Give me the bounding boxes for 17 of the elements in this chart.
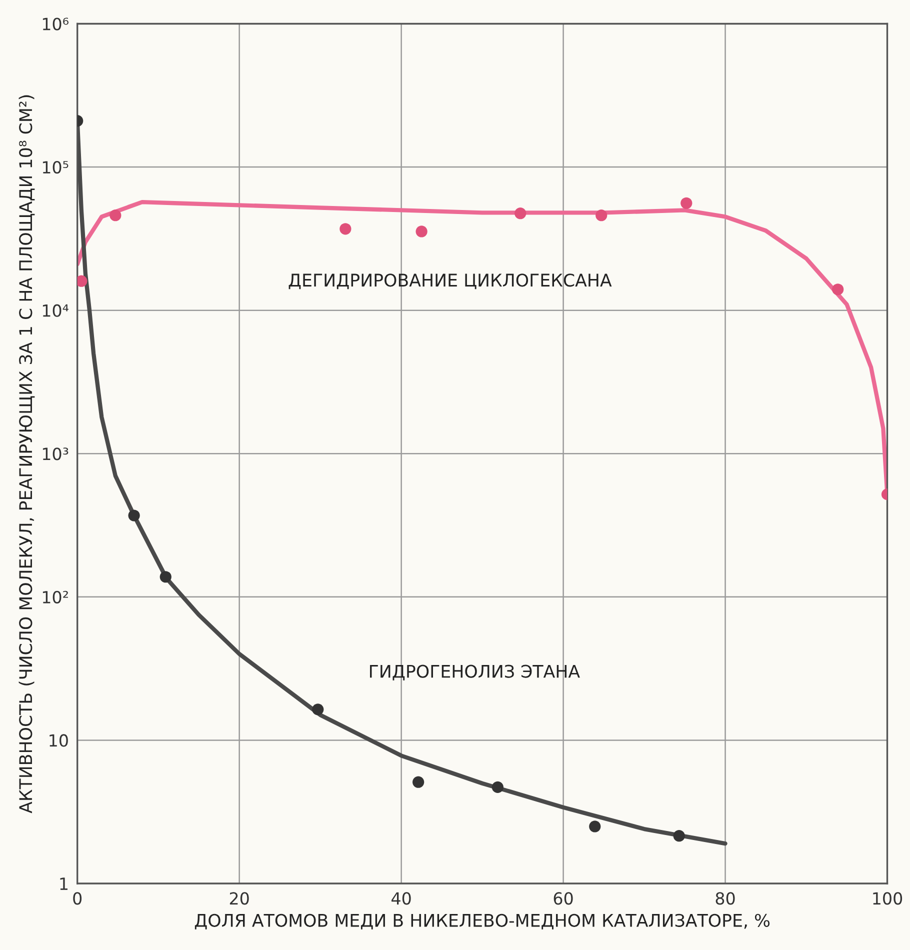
y-axis-title: АКТИВНОСТЬ (ЧИСЛО МОЛЕКУЛ, РЕАГИРУЮЩИХ ЗА 1 С НА ПЛОЩАДИ 10⁸ СМ²) <box>18 95 35 814</box>
y-tick-label: 10³ <box>42 448 68 460</box>
x-tick-label: 60 <box>554 892 573 905</box>
annotation: ДЕГИДРИРОВАНИЕ ЦИКЛОГЕКСАНА <box>288 274 612 290</box>
annotation: ГИДРОГЕНОЛИЗ ЭТАНА <box>370 664 580 680</box>
y-tick-label: 1 <box>60 878 68 890</box>
y-tick-label: 10⁴ <box>42 304 68 317</box>
x-axis-title: ДОЛЯ АТОМОВ МЕДИ В НИКЕЛЕВО-МЕДНОМ КАТАЛИЗАТОРЕ, % <box>194 914 770 930</box>
x-tick-label: 20 <box>230 892 249 905</box>
y-tick-label: 10⁶ <box>42 18 68 30</box>
y-tick-label: 10⁵ <box>42 161 68 174</box>
x-tick-label: 80 <box>716 892 735 905</box>
x-tick-label: 40 <box>392 892 411 905</box>
y-tick-label: 10 <box>50 734 68 747</box>
y-tick-label: 10² <box>42 590 68 604</box>
x-tick-label: 100 <box>873 892 902 905</box>
x-tick-label: 0 <box>73 892 82 905</box>
